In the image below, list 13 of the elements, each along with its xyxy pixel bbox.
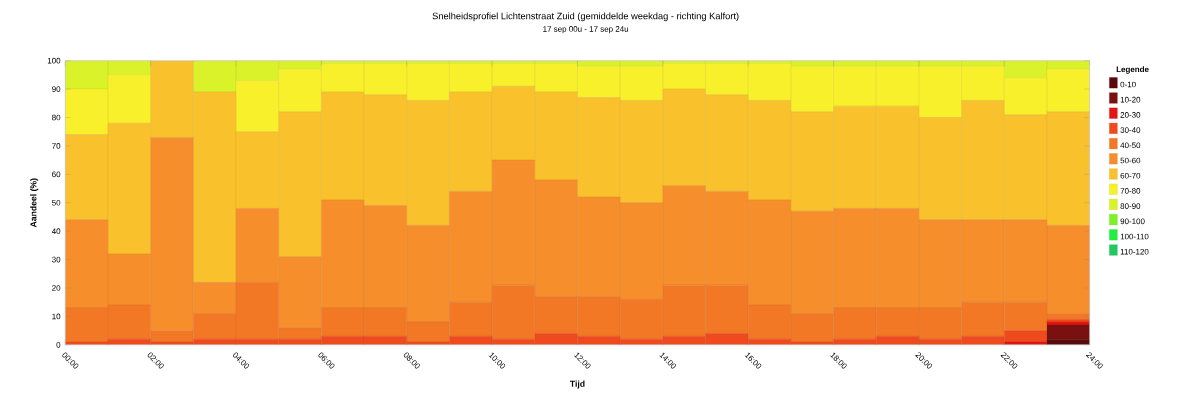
bar xyxy=(1046,60,1090,70)
bar xyxy=(65,88,109,135)
bar xyxy=(1046,225,1090,314)
bar xyxy=(65,60,109,90)
bar xyxy=(1004,341,1048,345)
bar xyxy=(1046,69,1090,112)
y-axis-title: Aandeel (%) xyxy=(30,178,39,228)
bar xyxy=(107,74,151,124)
bar xyxy=(193,60,237,93)
x-axis-title: Tijd xyxy=(569,380,585,389)
bar xyxy=(65,219,109,309)
chart-title: Snelheidsprofiel Lichtenstraat Zuid (gemiddelde weekdag - richting Kalfort) xyxy=(432,12,739,22)
bar xyxy=(1046,324,1090,340)
